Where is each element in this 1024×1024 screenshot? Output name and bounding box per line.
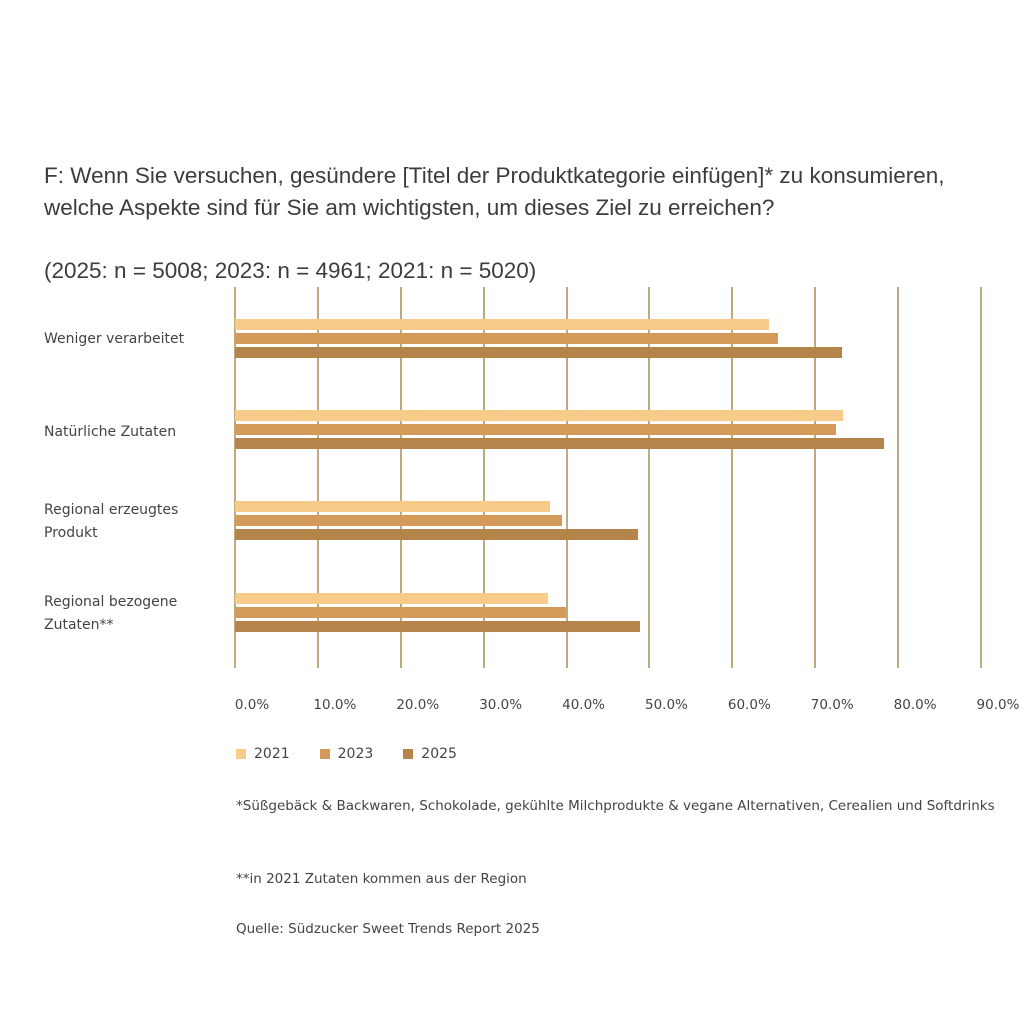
x-tick-label: 10.0% (313, 697, 357, 713)
source-note: Quelle: Südzucker Sweet Trends Report 20… (236, 921, 540, 937)
category-label: Natürliche Zutaten (44, 424, 177, 440)
x-tick-label: 90.0% (976, 697, 1020, 713)
bar-2025 (235, 529, 638, 540)
gridline (316, 287, 319, 668)
x-tick-label: 70.0% (810, 697, 854, 713)
gridline (814, 287, 817, 668)
x-tick-label: 20.0% (396, 697, 440, 713)
footnote-region: **in 2021 Zutaten kommen aus der Region (236, 871, 527, 887)
gridline (731, 287, 734, 668)
chart-subtitle: (2025: n = 5008; 2023: n = 4961; 2021: n… (44, 258, 537, 283)
bar-2025 (235, 438, 885, 449)
footnote-categories: *Süßgebäck & Backwaren, Schokolade, gekü… (236, 798, 995, 814)
category-label: Regional erzeugtes Produkt (44, 502, 179, 541)
legend-label: 2025 (421, 746, 457, 762)
legend: 2021 2023 2025 (236, 746, 457, 762)
bar-2023 (235, 607, 566, 618)
category-label: Weniger verarbeitet (44, 331, 185, 347)
legend-label: 2023 (337, 746, 374, 762)
gridline (234, 287, 236, 668)
bar-2023 (235, 515, 562, 526)
legend-swatch-icon (319, 749, 330, 759)
gridline (482, 287, 485, 668)
legend-item-2025: 2025 (403, 746, 457, 762)
x-tick-label: 40.0% (562, 697, 605, 713)
chart-title: F: Wenn Sie versuchen, gesündere [Titel … (44, 163, 945, 220)
legend-swatch-icon (236, 749, 246, 759)
gridline (565, 287, 568, 668)
category-label: Regional bezogene Zutaten** (44, 594, 178, 633)
x-tick-label: 80.0% (893, 697, 937, 713)
bar-2023 (235, 333, 778, 344)
bar-2021 (235, 410, 843, 421)
gridline (648, 287, 651, 668)
gridline (897, 287, 900, 668)
x-tick-label: 60.0% (727, 697, 771, 713)
gridline (980, 287, 982, 668)
plot-area (234, 287, 982, 668)
bar-2023 (235, 424, 836, 435)
bar-2021 (235, 319, 769, 330)
x-tick-label: 0.0% (234, 697, 270, 713)
legend-item-2021: 2021 (236, 746, 290, 762)
gridline (399, 287, 402, 668)
bar-2025 (235, 347, 842, 358)
bar-2021 (235, 501, 550, 512)
legend-label: 2021 (254, 746, 290, 762)
x-tick-label: 50.0% (644, 697, 688, 713)
x-tick-label: 30.0% (479, 697, 523, 713)
bar-2021 (235, 593, 549, 604)
legend-item-2023: 2023 (319, 746, 374, 762)
legend-swatch-icon (403, 749, 414, 759)
bar-2025 (235, 621, 641, 632)
